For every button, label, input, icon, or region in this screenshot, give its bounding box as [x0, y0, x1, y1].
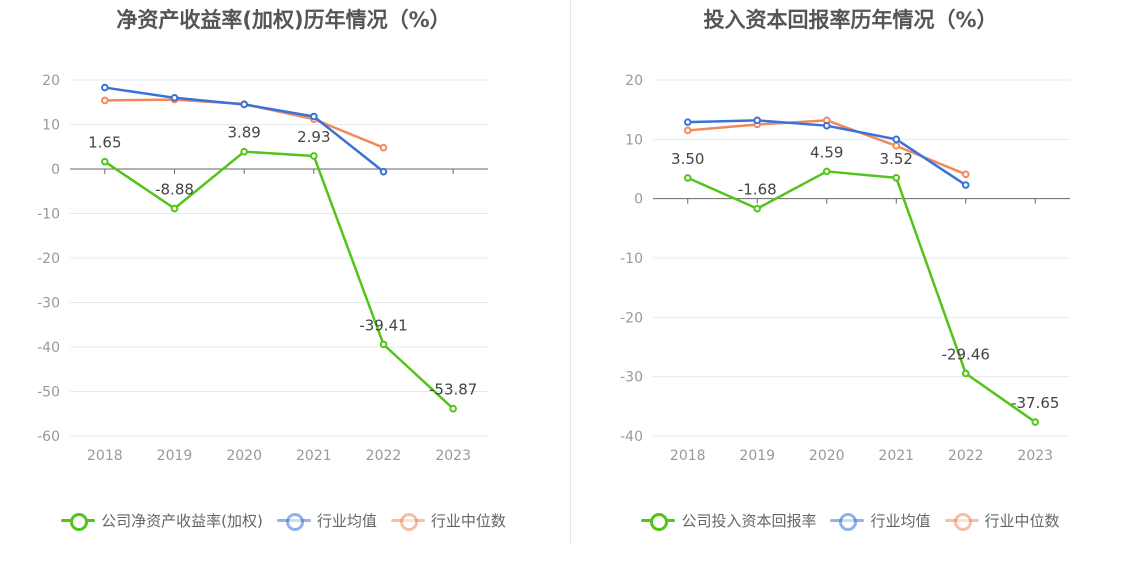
data-point-industry-avg[interactable] — [170, 94, 179, 102]
x-tick-label: 2019 — [739, 448, 775, 464]
chart-title: 净资产收益率(加权)历年情况（%） — [116, 8, 451, 32]
y-tick-label: 10 — [42, 118, 60, 134]
series-line-company — [687, 170, 1036, 424]
data-label: -8.88 — [155, 181, 194, 199]
x-tick-label: 2019 — [157, 448, 193, 464]
y-tick-label: 20 — [625, 73, 643, 89]
data-point-industry-median[interactable] — [101, 96, 109, 105]
data-label: -37.65 — [1011, 394, 1059, 412]
legend-label: 行业中位数 — [430, 512, 506, 530]
data-point-industry-avg[interactable] — [892, 135, 901, 144]
data-label: -39.41 — [359, 316, 407, 334]
data-point-company[interactable] — [753, 204, 762, 213]
legend-item-industry-avg[interactable]: 行业均值 — [830, 510, 931, 531]
legend-item-industry-median[interactable]: 行业中位数 — [944, 510, 1060, 531]
data-point-industry-avg[interactable] — [101, 83, 109, 92]
data-point-company[interactable] — [379, 340, 388, 349]
data-point-company[interactable] — [961, 369, 970, 378]
y-tick-label: -50 — [37, 385, 60, 401]
data-label: 3.89 — [227, 124, 260, 142]
data-point-industry-avg[interactable] — [310, 112, 318, 121]
data-point-industry-avg[interactable] — [379, 167, 388, 176]
legend-line-marker-icon — [944, 512, 979, 531]
data-point-industry-median[interactable] — [892, 142, 901, 150]
y-tick-label: -40 — [37, 340, 60, 356]
legend-label: 行业中位数 — [984, 512, 1060, 530]
chart-legend: 公司净资产收益率(加权) 行业均值 行业中位数 — [0, 510, 567, 531]
y-tick-label: 0 — [634, 192, 643, 208]
data-point-industry-median[interactable] — [683, 126, 692, 135]
data-label: -1.68 — [738, 181, 777, 199]
legend-item-industry-avg[interactable]: 行业均值 — [276, 510, 377, 531]
data-label: 4.59 — [810, 143, 843, 161]
x-tick-label: 2020 — [226, 448, 262, 464]
right-chart-panel: 投入资本回报率历年情况（%） 20 10 0 -10 -20 -30 -40 2018 2019… — [567, 0, 1134, 582]
legend-label: 行业均值 — [316, 512, 377, 530]
y-tick-label: -30 — [37, 296, 60, 312]
data-label: 3.50 — [671, 150, 704, 168]
x-tick-label: 2023 — [1017, 448, 1053, 464]
chart-legend: 公司投入资本回报率 行业均值 行业中位数 — [567, 510, 1134, 531]
y-tick-label: -20 — [37, 251, 60, 267]
data-point-industry-avg[interactable] — [240, 100, 248, 109]
legend-line-marker-icon — [390, 512, 425, 531]
legend-item-company[interactable]: 公司净资产收益率(加权) — [61, 510, 263, 531]
data-point-company[interactable] — [892, 173, 901, 182]
legend-label: 公司投入资本回报率 — [681, 512, 817, 530]
x-tick-label: 2022 — [948, 448, 984, 464]
data-point-industry-avg[interactable] — [753, 116, 762, 125]
x-tick-label: 2020 — [809, 448, 845, 464]
data-point-industry-avg[interactable] — [961, 181, 970, 189]
y-tick-label: -10 — [37, 207, 60, 223]
legend-line-marker-icon — [61, 512, 96, 531]
data-point-company[interactable] — [101, 157, 109, 166]
y-tick-label: -60 — [37, 429, 60, 445]
legend-line-marker-icon — [276, 512, 311, 531]
data-point-company[interactable] — [1031, 418, 1040, 426]
data-point-industry-median[interactable] — [379, 143, 388, 152]
y-tick-label: -20 — [620, 310, 643, 326]
y-tick-label: 20 — [42, 73, 60, 89]
data-label: 2.93 — [297, 128, 330, 146]
y-tick-label: -30 — [620, 370, 643, 386]
y-tick-label: -40 — [620, 429, 643, 445]
x-tick-label: 2021 — [878, 448, 914, 464]
chart-title: 投入资本回报率历年情况（%） — [703, 8, 998, 32]
legend-label: 行业均值 — [870, 512, 931, 530]
legend-item-company[interactable]: 公司投入资本回报率 — [641, 510, 816, 531]
data-point-industry-avg[interactable] — [822, 121, 831, 130]
data-point-company[interactable] — [310, 152, 318, 160]
roic-chart: 20 10 0 -10 -20 -30 -40 2018 2019 2020 2021 2022 202… — [620, 73, 1070, 464]
y-tick-label: 0 — [51, 162, 60, 178]
data-label: 1.65 — [88, 134, 121, 152]
legend-item-industry-median[interactable]: 行业中位数 — [390, 510, 506, 531]
data-point-company[interactable] — [240, 147, 248, 156]
roe-chart: 20 10 0 -10 -20 -30 -40 -50 -60 2018 2019 2020 2021 2… — [37, 73, 488, 464]
left-chart-panel: 净资产收益率(加权)历年情况（%） 20 10 0 -10 -20 -30 -40 -50 -6… — [0, 8, 567, 531]
data-point-company[interactable] — [449, 404, 457, 413]
series-line-company — [104, 150, 455, 410]
x-tick-label: 2018 — [670, 448, 706, 464]
x-tick-label: 2022 — [366, 448, 402, 464]
data-label: 3.52 — [880, 150, 913, 168]
y-tick-label: -10 — [620, 251, 643, 267]
data-label: -53.87 — [429, 381, 477, 399]
data-point-company[interactable] — [683, 174, 692, 182]
x-tick-label: 2021 — [296, 448, 332, 464]
y-tick-label: 10 — [625, 132, 643, 148]
legend-line-marker-icon — [641, 512, 676, 531]
legend-line-marker-icon — [830, 512, 865, 531]
data-point-industry-median[interactable] — [961, 170, 970, 179]
x-tick-label: 2018 — [87, 448, 123, 464]
panel-divider — [570, 0, 571, 545]
data-point-company[interactable] — [170, 204, 179, 213]
legend-label: 公司净资产收益率(加权) — [101, 512, 263, 530]
x-tick-label: 2023 — [435, 448, 471, 464]
data-point-industry-avg[interactable] — [683, 118, 692, 126]
data-label: -29.46 — [942, 345, 990, 363]
data-point-company[interactable] — [822, 167, 831, 176]
